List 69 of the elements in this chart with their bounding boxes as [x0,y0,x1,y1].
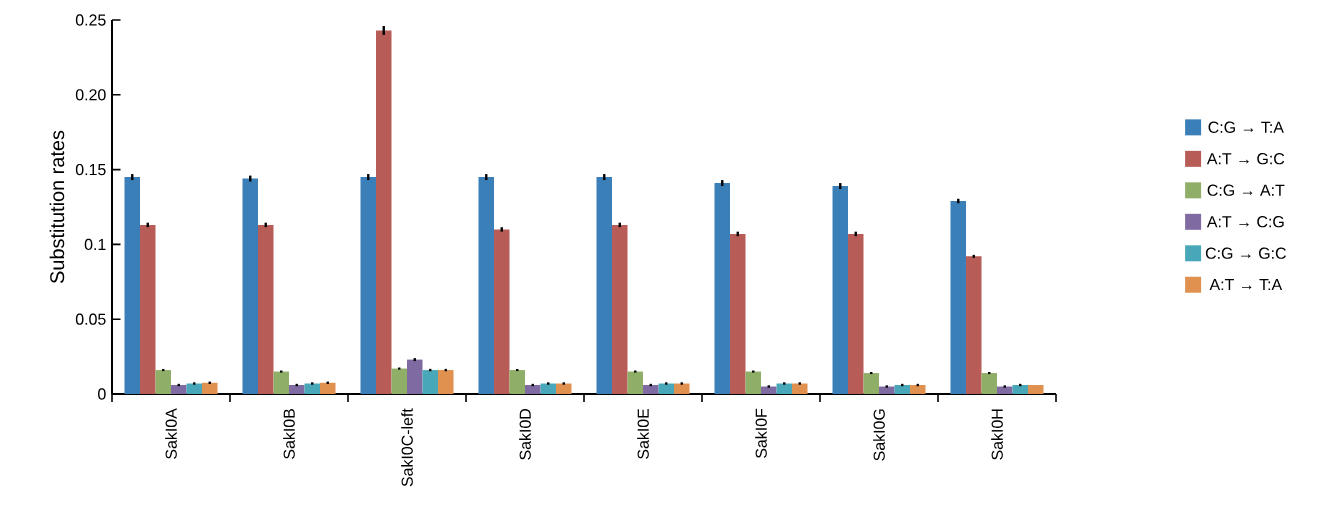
y-tick-label: 0.20 [75,89,106,101]
bar [910,385,926,394]
bar [124,177,140,394]
y-tick-label: 0.1 [84,238,106,251]
x-tick-label: SakI0G [873,409,885,461]
bar [273,371,289,394]
x-tick-label: SakI0H [991,409,1003,460]
x-tick-label: SakI0C-left [401,408,413,487]
bar [832,186,849,394]
bar [879,386,895,394]
bar [761,386,777,394]
bar [658,383,675,394]
bar [289,385,305,394]
legend-label: A:T → T:A [1209,279,1283,291]
bar [140,224,156,394]
bar [730,233,746,394]
x-tick-label: SakI0D [519,408,531,460]
legend-label: C:G → G:C [1205,247,1286,259]
bar [792,383,808,394]
bar [155,370,171,394]
bar [863,373,880,394]
bar [422,370,439,394]
legend-label: C:G → T:A [1208,121,1284,133]
bar [1028,385,1044,394]
bar [627,371,644,394]
bar [391,368,408,394]
bar [894,385,911,394]
bar [966,256,982,394]
bar [320,382,336,394]
bar [1012,385,1029,394]
bar [848,233,864,394]
bar [612,224,628,394]
bar [304,383,320,394]
bar [202,382,218,394]
bar [376,30,392,394]
bar [950,201,967,394]
bar [360,177,376,394]
bar [478,177,495,394]
bar [438,370,454,394]
bar [674,383,690,394]
bar [407,359,423,394]
x-tick-label: SakI0B [283,409,295,459]
bar [525,385,541,394]
legend-label: A:T → C:G [1206,216,1284,228]
bar [776,383,793,394]
bar [258,224,274,394]
bar [171,385,187,394]
bar [643,385,659,394]
y-tick-label: 0.25 [75,14,106,26]
bar [714,183,731,394]
bar [494,229,510,394]
bar [186,383,202,394]
bar [596,177,613,394]
bar [556,383,572,394]
x-tick-label: SakI0E [637,408,649,459]
bar [745,371,762,394]
x-tick-label: SakI0A [165,408,177,459]
legend-label: C:G → A:T [1207,184,1285,196]
y-axis-title: Substitution rates [49,130,65,284]
y-tick-label: 0.15 [75,163,106,176]
bar [540,383,557,394]
bar [242,178,258,394]
x-tick-label: SakI0F [755,408,767,458]
y-tick-label: 0.05 [75,313,106,325]
legend-label: A:T → G:C [1206,153,1285,165]
bar [981,373,998,394]
bar [509,370,526,394]
bar [997,386,1013,394]
y-tick-label: 0 [98,388,106,400]
